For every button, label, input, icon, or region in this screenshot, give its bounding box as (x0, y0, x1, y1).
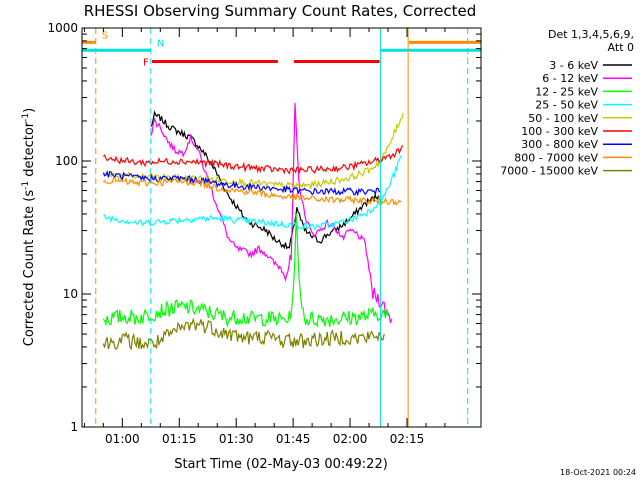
legend-label: 6 - 12 keV (542, 72, 598, 85)
legend-label: 25 - 50 keV (535, 99, 598, 112)
y-axis-label: Corrected Count Rate (s-1 detector-1) (21, 108, 37, 346)
legend-label: 7000 - 15000 keV (500, 165, 598, 178)
legend-label: 100 - 300 keV (521, 125, 598, 138)
series-line-3-6-kev (150, 110, 380, 250)
legend-label: 50 - 100 keV (528, 112, 598, 125)
series-line-100-300-kev (102, 145, 404, 175)
series-line-800-7000-kev (102, 176, 402, 207)
x-tick-label: 01:30 (219, 432, 254, 446)
flag-label-N: N (157, 38, 164, 49)
y-tick-label: 10 (63, 287, 78, 301)
footer-timestamp: 18-Oct-2021 00:24 (560, 468, 636, 477)
y-tick-label: 1000 (47, 21, 78, 35)
y-tick-label: 100 (55, 154, 78, 168)
flag-label-S: S (102, 30, 108, 41)
legend-label: 300 - 800 keV (521, 138, 598, 151)
x-axis-label: Start Time (02-May-03 00:49:22) (174, 457, 388, 472)
plot-frame (81, 27, 482, 428)
x-tick-label: 01:00 (105, 432, 140, 446)
series-line-25-50-kev (103, 155, 402, 231)
series-line-7000-15000-kev (102, 317, 385, 351)
flag-label-F: F (143, 57, 149, 68)
x-tick-label: 02:15 (390, 432, 425, 446)
x-tick-label: 01:15 (162, 432, 197, 446)
y-tick-label: 1 (70, 420, 78, 434)
series-line-50-100-kev (102, 112, 404, 191)
legend-label: 800 - 7000 keV (514, 151, 598, 164)
series-line-300-800-kev (102, 170, 381, 197)
legend-header-detectors: Det 1,3,4,5,6,9, (548, 28, 634, 41)
legend-label: 12 - 25 keV (535, 85, 598, 98)
legend-label: 3 - 6 keV (549, 59, 598, 72)
x-tick-label: 02:00 (333, 432, 368, 446)
chart-title: RHESSI Observing Summary Count Rates, Co… (84, 2, 477, 20)
x-tick-label: 01:45 (276, 432, 311, 446)
legend-header-attenuator: Att 0 (608, 41, 634, 54)
series-line-6-12-kev (150, 102, 393, 324)
series-line-12-25-kev (102, 213, 389, 328)
